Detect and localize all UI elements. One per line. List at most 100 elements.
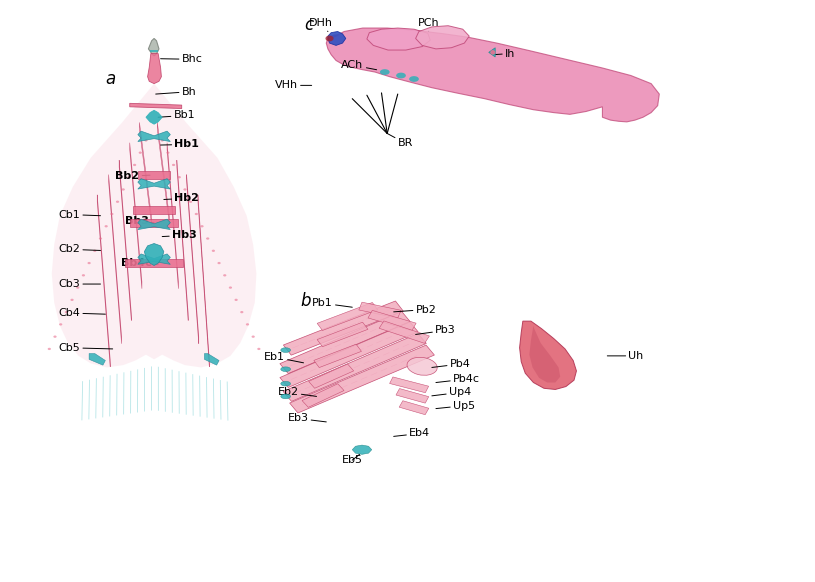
Text: ACh: ACh — [341, 60, 377, 70]
Ellipse shape — [116, 201, 119, 203]
Ellipse shape — [218, 262, 221, 264]
Polygon shape — [489, 48, 496, 57]
Polygon shape — [352, 445, 372, 455]
Ellipse shape — [93, 250, 96, 252]
Text: Hb1: Hb1 — [161, 140, 199, 150]
Ellipse shape — [104, 225, 108, 228]
Polygon shape — [97, 195, 110, 367]
Ellipse shape — [252, 335, 255, 338]
Text: Up5: Up5 — [436, 400, 475, 411]
Polygon shape — [205, 353, 219, 365]
Polygon shape — [144, 243, 164, 265]
Ellipse shape — [161, 139, 164, 141]
Ellipse shape — [200, 225, 204, 228]
Polygon shape — [150, 50, 158, 52]
Ellipse shape — [246, 323, 249, 325]
Text: Cb1: Cb1 — [59, 210, 100, 219]
Text: Cb5: Cb5 — [59, 343, 112, 353]
Text: Up4: Up4 — [432, 388, 471, 398]
Ellipse shape — [121, 189, 125, 191]
Text: c: c — [304, 16, 314, 34]
Text: Eb3: Eb3 — [288, 413, 326, 424]
Ellipse shape — [195, 213, 198, 215]
Polygon shape — [133, 206, 175, 214]
Ellipse shape — [53, 335, 56, 338]
Polygon shape — [399, 401, 429, 415]
Polygon shape — [138, 171, 170, 179]
Polygon shape — [284, 301, 403, 355]
Ellipse shape — [396, 73, 406, 79]
Ellipse shape — [189, 201, 192, 203]
Polygon shape — [119, 160, 131, 321]
Ellipse shape — [281, 348, 290, 352]
Text: DHh: DHh — [309, 19, 333, 31]
Ellipse shape — [178, 176, 181, 178]
Polygon shape — [280, 322, 418, 388]
Ellipse shape — [82, 274, 85, 276]
Text: Bb4c: Bb4c — [121, 258, 158, 268]
Polygon shape — [390, 377, 429, 393]
Ellipse shape — [133, 164, 136, 166]
Text: Eb1: Eb1 — [264, 352, 303, 363]
Ellipse shape — [144, 139, 148, 141]
Text: Cb2: Cb2 — [59, 244, 100, 254]
Polygon shape — [283, 333, 426, 402]
Polygon shape — [138, 131, 170, 141]
Polygon shape — [125, 259, 183, 267]
Ellipse shape — [281, 367, 290, 371]
Polygon shape — [139, 122, 152, 225]
Polygon shape — [167, 143, 178, 289]
Polygon shape — [302, 384, 344, 407]
Ellipse shape — [59, 323, 62, 325]
Ellipse shape — [281, 394, 290, 399]
Polygon shape — [379, 321, 430, 343]
Ellipse shape — [281, 381, 290, 386]
Ellipse shape — [223, 274, 227, 276]
Text: VHh: VHh — [275, 80, 311, 90]
Ellipse shape — [235, 299, 238, 301]
Polygon shape — [108, 175, 121, 344]
Ellipse shape — [87, 262, 90, 264]
Polygon shape — [314, 344, 362, 368]
Ellipse shape — [258, 348, 261, 350]
Polygon shape — [138, 219, 170, 230]
Ellipse shape — [409, 76, 419, 82]
Polygon shape — [289, 345, 434, 413]
Text: Bb1: Bb1 — [158, 111, 196, 120]
Ellipse shape — [139, 151, 142, 154]
Ellipse shape — [229, 286, 232, 289]
Text: Hb3: Hb3 — [162, 230, 196, 240]
Text: Hb2: Hb2 — [164, 193, 199, 203]
Text: Bhc: Bhc — [161, 54, 203, 65]
Polygon shape — [359, 302, 401, 318]
Ellipse shape — [172, 164, 175, 166]
Ellipse shape — [99, 237, 102, 240]
Text: Eb4: Eb4 — [394, 428, 430, 438]
Text: Bb3: Bb3 — [125, 217, 154, 226]
Ellipse shape — [407, 357, 437, 375]
Ellipse shape — [70, 299, 73, 301]
Text: Eb2: Eb2 — [278, 388, 316, 398]
Text: Cb4: Cb4 — [59, 308, 105, 318]
Text: PCh: PCh — [418, 19, 439, 31]
Ellipse shape — [48, 348, 51, 350]
Text: Eb5: Eb5 — [341, 455, 363, 465]
Polygon shape — [177, 160, 188, 321]
Polygon shape — [146, 110, 162, 124]
Polygon shape — [51, 84, 257, 367]
Ellipse shape — [64, 311, 68, 313]
Text: Cb3: Cb3 — [59, 279, 100, 289]
Polygon shape — [138, 254, 170, 264]
Text: Bb2: Bb2 — [116, 171, 150, 182]
Ellipse shape — [212, 250, 215, 252]
Polygon shape — [328, 31, 346, 45]
Polygon shape — [130, 143, 142, 289]
Polygon shape — [89, 353, 105, 365]
Polygon shape — [520, 321, 576, 389]
Polygon shape — [198, 195, 209, 367]
Ellipse shape — [206, 237, 209, 240]
Ellipse shape — [491, 50, 496, 55]
Text: b: b — [300, 292, 311, 310]
Polygon shape — [148, 38, 159, 56]
Polygon shape — [529, 326, 560, 382]
